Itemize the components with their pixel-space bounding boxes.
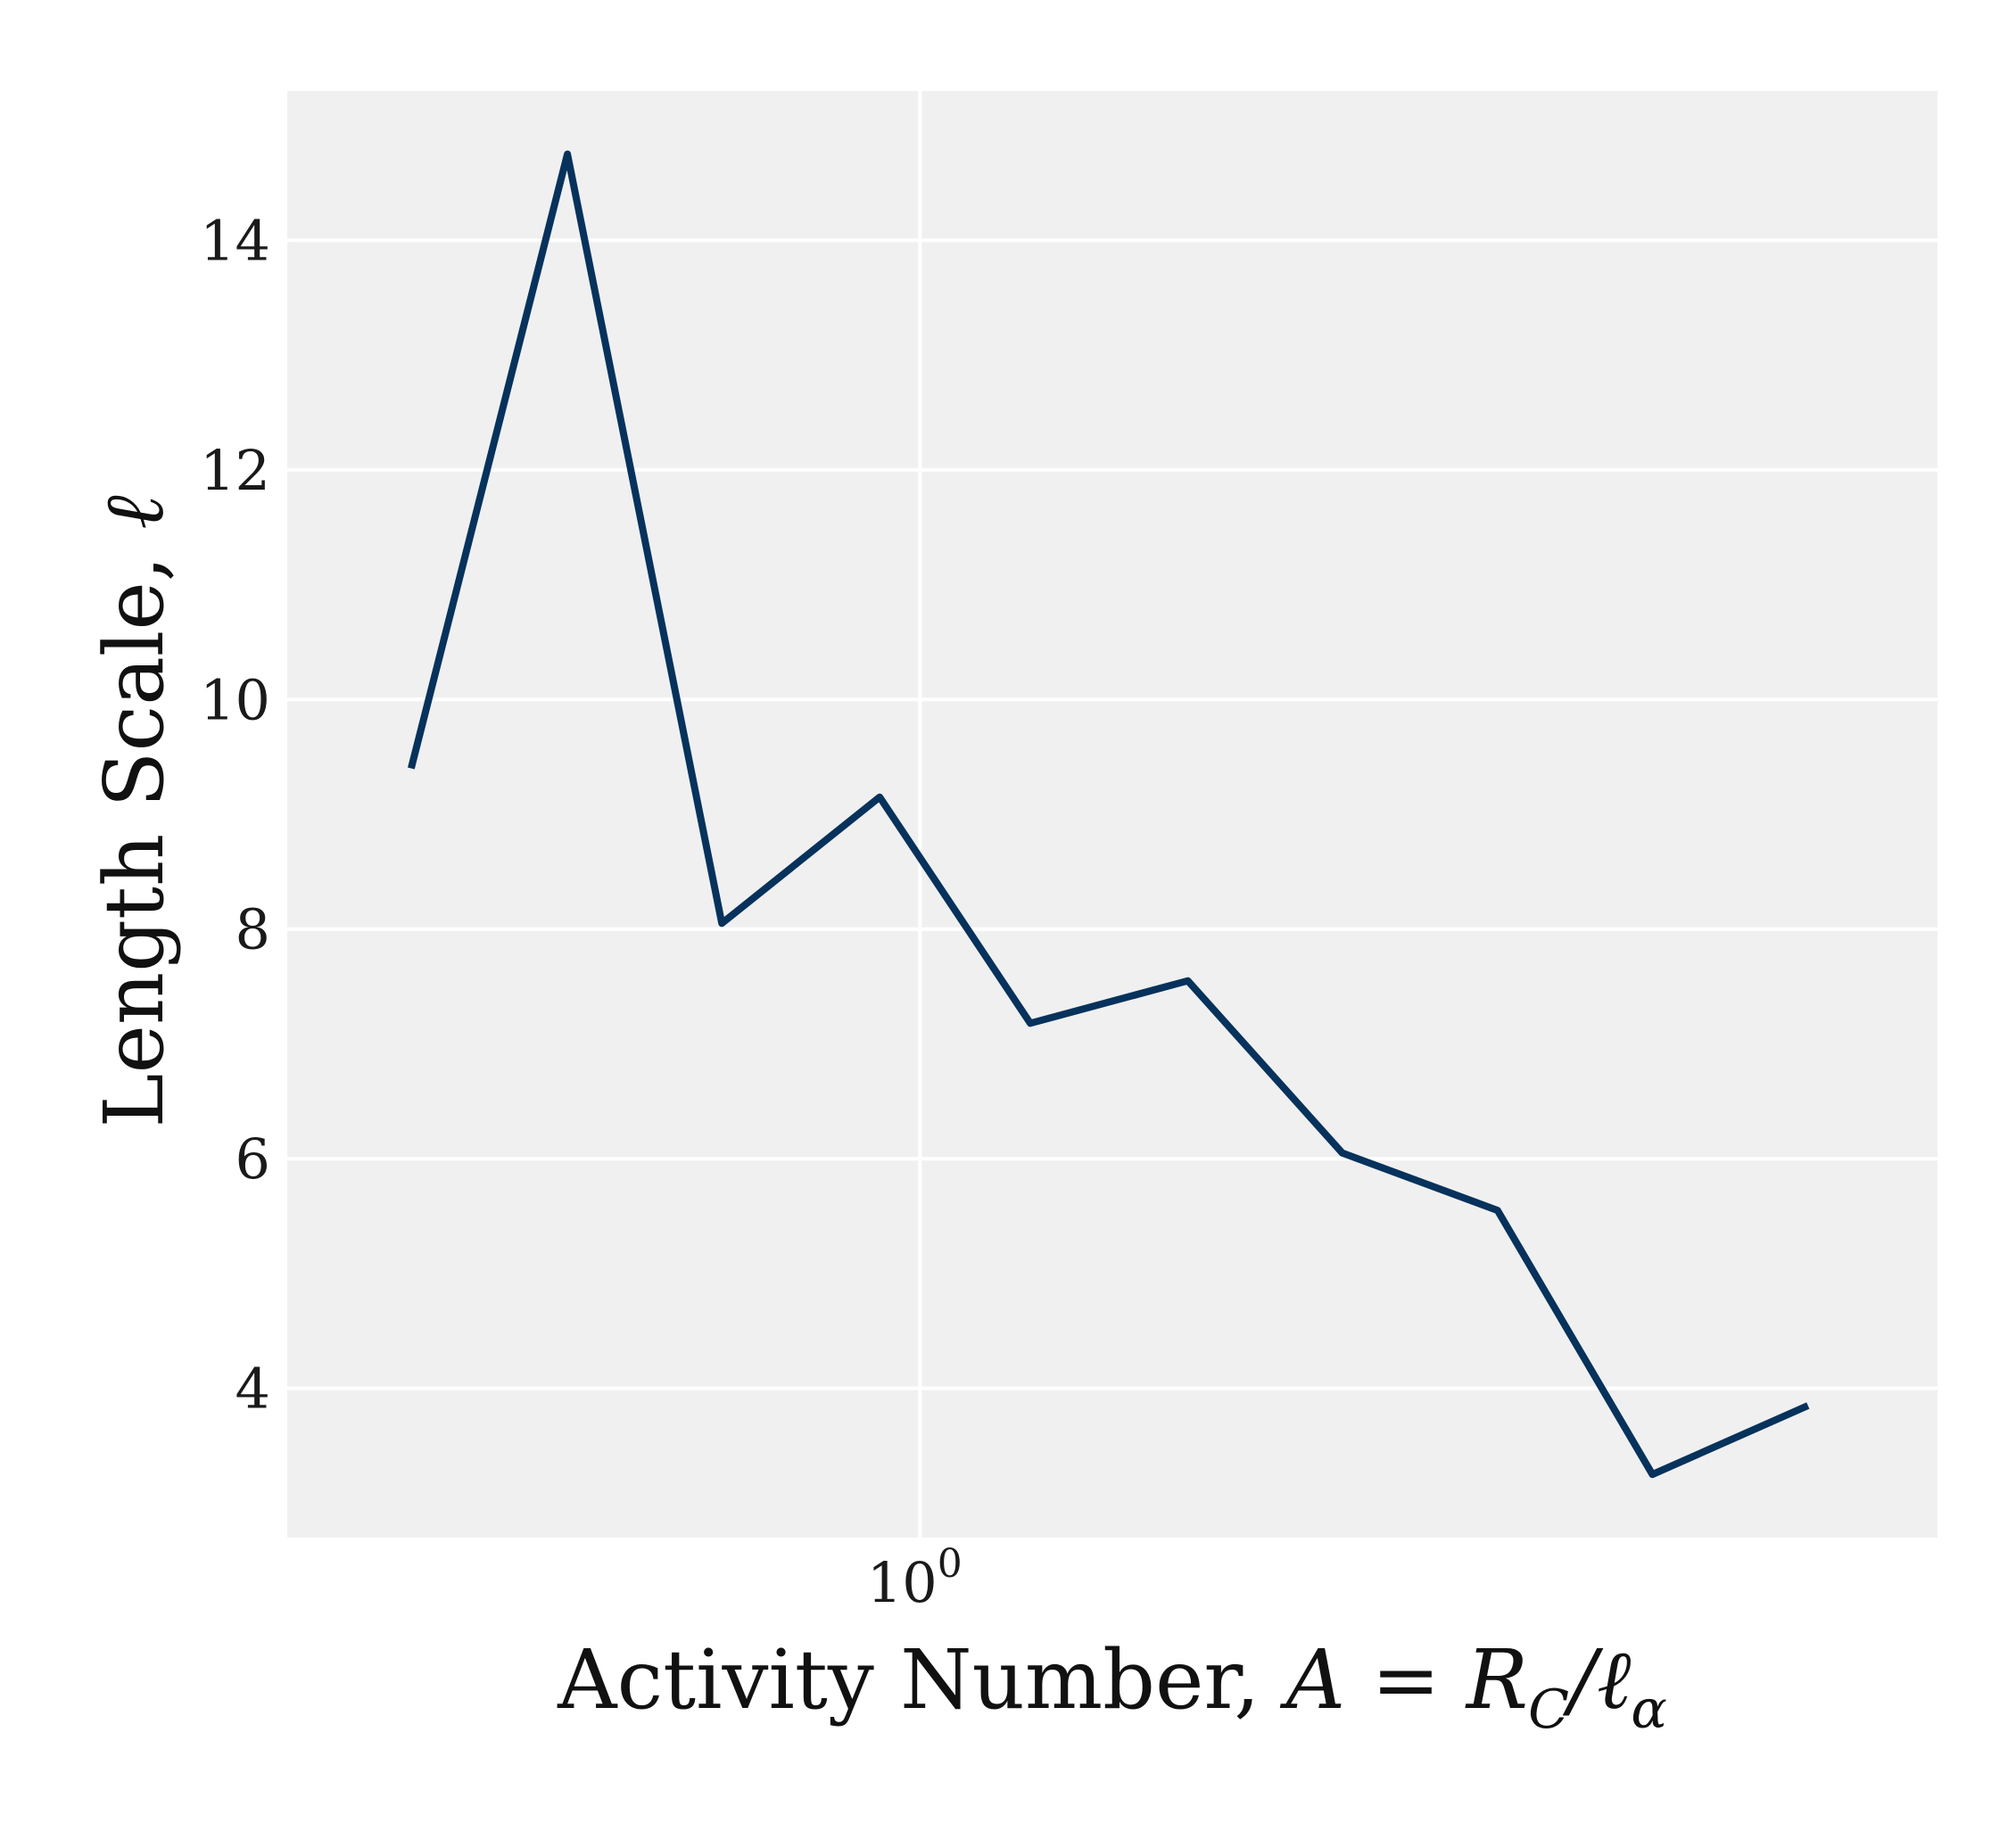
- series-line-0: [408, 150, 1810, 1479]
- x-axis-label-text: Activity Number,: [557, 1632, 1286, 1728]
- y-tick-label: 4: [235, 1357, 270, 1422]
- y-axis-label-math: ℓ: [87, 495, 182, 529]
- y-tick-label: 14: [200, 208, 270, 273]
- tick-labels: 4 6 8 10 12 14 100: [200, 208, 963, 1615]
- y-tick-label: 10: [200, 667, 270, 732]
- x-axis-label-math-tail-sub: α: [1631, 1679, 1667, 1741]
- y-axis-label-text: Length Scale,: [87, 530, 182, 1128]
- series-layer: [408, 150, 1810, 1479]
- x-axis-label-math-tail: /ℓ: [1562, 1632, 1631, 1728]
- x-axis-label-math: A = R: [1279, 1632, 1528, 1728]
- x-axis-label: Activity Number, A = RC/ℓα: [557, 1632, 1667, 1741]
- x-tick-label: 100: [867, 1541, 963, 1615]
- grid-lines: [287, 91, 1938, 1538]
- y-tick-label: 8: [235, 897, 270, 962]
- y-tick-label: 6: [235, 1126, 270, 1192]
- x-axis-label-math-sub: C: [1528, 1679, 1569, 1741]
- y-tick-label: 12: [200, 438, 270, 503]
- y-axis-label: Length Scale, ℓ: [87, 495, 182, 1127]
- plot-background: [287, 91, 1938, 1538]
